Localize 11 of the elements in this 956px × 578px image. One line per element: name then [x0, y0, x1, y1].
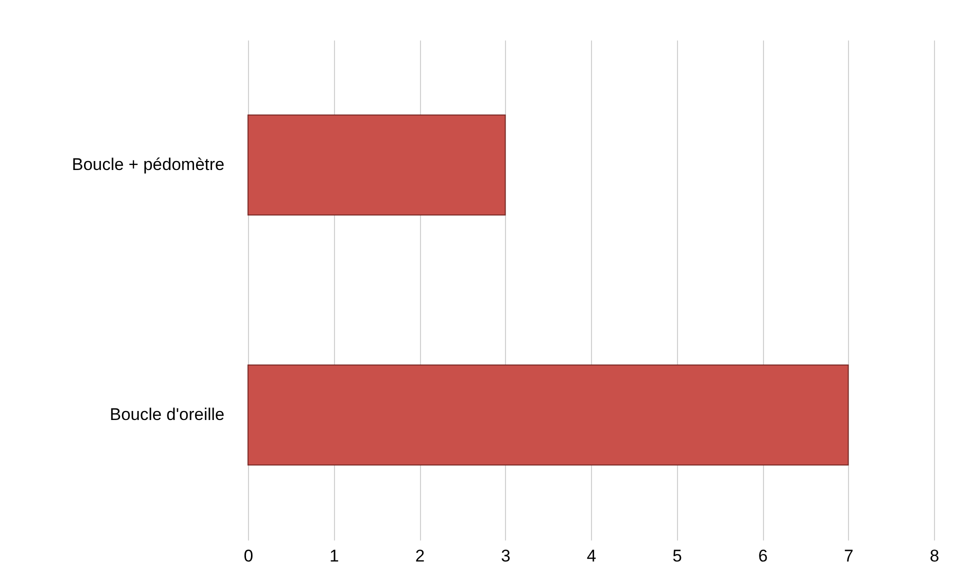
y-tick-label: Boucle + pédomètre [72, 155, 224, 174]
x-tick-label: 4 [586, 546, 596, 566]
x-tick-label: 5 [672, 546, 682, 566]
x-tick-label: 3 [501, 546, 510, 566]
x-tick-label: 8 [930, 546, 940, 566]
x-tick-label: 2 [415, 546, 425, 566]
y-tick-label: Boucle d'oreille [110, 405, 224, 424]
x-tick-label: 7 [844, 546, 854, 566]
x-tick-label: 6 [758, 546, 768, 566]
x-tick-label: 0 [244, 546, 254, 566]
x-tick-label: 1 [330, 546, 339, 566]
